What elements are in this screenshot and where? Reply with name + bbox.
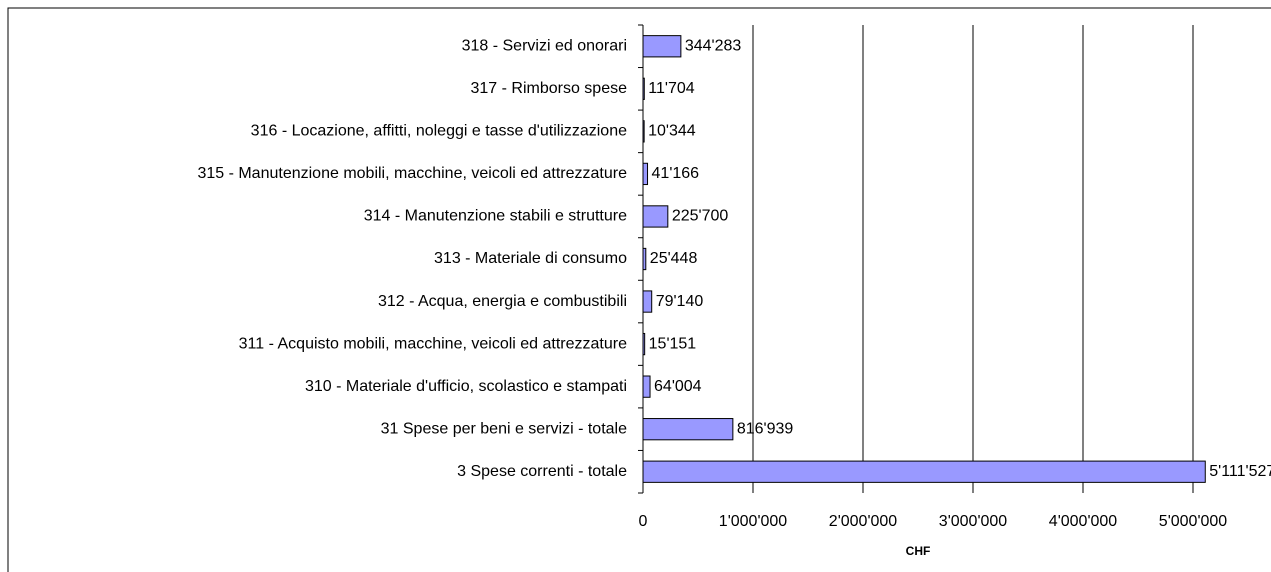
y-tick-label: 317 - Rimborso spese xyxy=(470,80,627,97)
bar xyxy=(642,162,649,186)
y-tick-label: 318 - Servizi ed onorari xyxy=(462,37,627,54)
value-label: 5'111'527 xyxy=(1209,463,1271,480)
x-tick-label: 5'000'000 xyxy=(1159,513,1228,530)
y-tick-label: 3 Spese correnti - totale xyxy=(457,463,627,480)
y-tick-label: 31 Spese per beni e servizi - totale xyxy=(381,420,627,437)
chart-border xyxy=(7,7,1271,572)
x-tick-label: 0 xyxy=(639,513,648,530)
y-tick-label: 316 - Locazione, affitti, noleggi e tass… xyxy=(251,123,627,140)
bar xyxy=(642,290,653,313)
y-tick-label: 312 - Acqua, energia e combustibili xyxy=(378,293,627,310)
bar xyxy=(642,247,647,271)
value-label: 225'700 xyxy=(672,208,729,225)
y-tick-label: 310 - Materiale d'ufficio, scolastico e … xyxy=(305,378,627,395)
value-label: 344'283 xyxy=(685,37,742,54)
bar xyxy=(642,35,682,58)
value-label: 15'151 xyxy=(649,335,697,352)
x-axis-label: CHF xyxy=(906,544,931,558)
value-label: 41'166 xyxy=(652,165,700,182)
bar xyxy=(642,120,645,143)
value-label: 816'939 xyxy=(737,420,794,437)
y-tick-label: 311 - Acquisto mobili, macchine, veicoli… xyxy=(239,335,627,352)
y-tick-label: 313 - Materiale di consumo xyxy=(434,250,627,267)
y-tick-label: 315 - Manutenzione mobili, macchine, vei… xyxy=(197,165,627,182)
y-tick-label: 314 - Manutenzione stabili e strutture xyxy=(364,208,627,225)
value-label: 11'704 xyxy=(648,80,694,97)
x-tick-label: 2'000'000 xyxy=(829,513,898,530)
bar xyxy=(642,332,646,356)
bar xyxy=(642,375,651,398)
bar xyxy=(642,418,734,441)
x-tick-label: 1'000'000 xyxy=(719,513,788,530)
value-label: 64'004 xyxy=(654,378,702,395)
value-label: 10'344 xyxy=(648,123,696,140)
value-label: 79'140 xyxy=(656,293,704,310)
value-label: 25'448 xyxy=(650,250,698,267)
bar xyxy=(642,460,1206,483)
bar xyxy=(642,77,645,100)
x-tick-label: 3'000'000 xyxy=(939,513,1008,530)
x-tick-label: 4'000'000 xyxy=(1049,513,1118,530)
bar xyxy=(642,205,669,228)
